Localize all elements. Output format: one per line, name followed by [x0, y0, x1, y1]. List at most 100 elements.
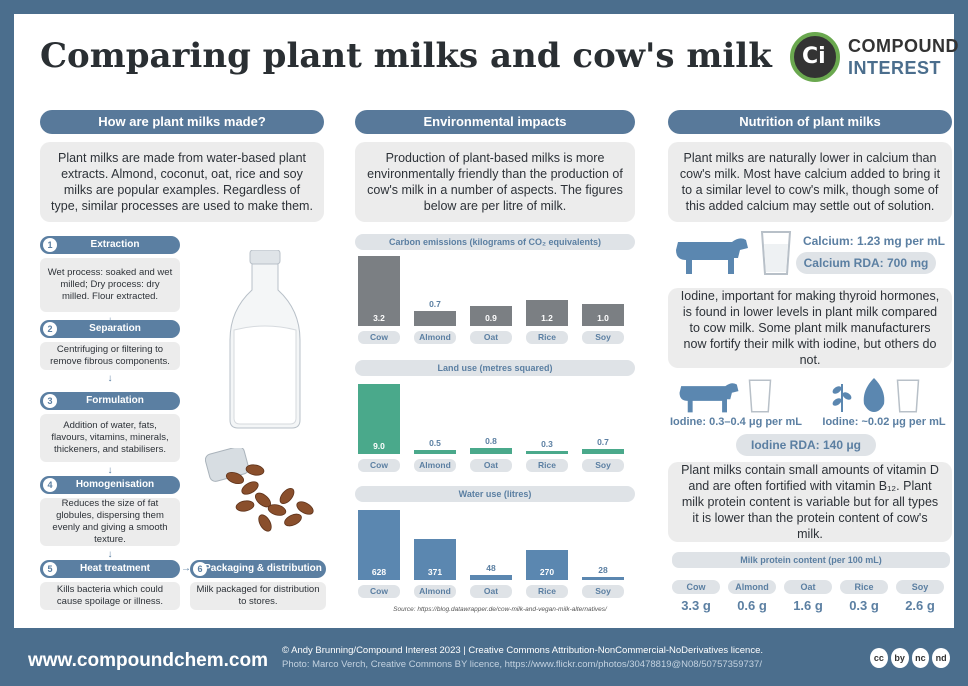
down-arrow-icon: ↓: [107, 373, 113, 384]
chart-1-category-label: Soy: [582, 459, 624, 472]
nc-icon: nc: [911, 648, 930, 668]
chart-2-value-label: 371: [427, 567, 443, 577]
chart-0-value-label: 0.7: [429, 298, 441, 309]
step-4-description: Reduces the size of fat globules, disper…: [40, 498, 180, 546]
ci-logo-icon: Ci: [790, 32, 840, 82]
chart-0-category-label: Cow: [358, 331, 400, 344]
step-number-icon: 6: [193, 562, 207, 576]
calcium-value: Calcium: 1.23 mg per mL: [802, 234, 946, 248]
chart-0-value-label: 3.2: [373, 313, 385, 323]
glass-of-milk-icon-small: [748, 379, 772, 413]
step-1-description: Wet process: soaked and wet milled; Dry …: [40, 258, 180, 312]
chart-0-value-label: 0.9: [485, 313, 497, 323]
protein-name-oat: Oat: [784, 580, 832, 594]
glass-of-plant-milk-icon: [896, 379, 920, 413]
almond-icon: [863, 378, 885, 412]
chart-1-value-label: 0.5: [429, 438, 441, 449]
chart-0-category-label: Soy: [582, 331, 624, 344]
chart-0-category-label: Oat: [470, 331, 512, 344]
calcium-intro-text: Plant milks are naturally lower in calci…: [668, 142, 952, 222]
step-3-header: 3 Formulation: [40, 392, 180, 410]
chart-1-category-label: Oat: [470, 459, 512, 472]
section-heading-nutrition: Nutrition of plant milks: [668, 110, 952, 134]
step-1-header: 1 Extraction: [40, 236, 180, 254]
step-number-icon: 1: [43, 238, 57, 252]
footer-credit-line2: Photo: Marco Verch, Creative Commons BY …: [282, 659, 762, 670]
chart-1-bar-cow: [358, 384, 400, 454]
chart-0-bar-cow: [358, 256, 400, 326]
chart-0-bar-oat: [470, 306, 512, 326]
chart-1-bar-almond: [414, 450, 456, 454]
chart-2-value-label: 48: [486, 562, 496, 573]
glass-of-milk-icon: [760, 231, 792, 275]
chart-1-bar-soy: [582, 448, 624, 454]
chart-0-title: Carbon emissions (kilograms of CO₂ equiv…: [355, 234, 635, 250]
chart-1-category-label: Rice: [526, 459, 568, 472]
chart-2-category-label: Oat: [470, 585, 512, 598]
step-title: Separation: [89, 323, 141, 334]
footer-credit-line1: © Andy Brunning/Compound Interest 2023 |…: [282, 645, 763, 656]
step-5-description: Kills bacteria which could cause spoilag…: [40, 582, 180, 610]
step-number-icon: 4: [43, 478, 57, 492]
step-title: Heat treatment: [79, 563, 151, 574]
cow-icon: [676, 238, 748, 274]
chart-2-title: Water use (litres): [355, 486, 635, 502]
chart-1-value-label: 0.3: [541, 439, 553, 449]
footer-url[interactable]: www.compoundchem.com: [28, 650, 268, 671]
chart-2-value-label: 28: [598, 564, 608, 575]
logo-text-line2: INTEREST: [848, 58, 942, 78]
calcium-rda: Calcium RDA: 700 mg: [796, 252, 936, 274]
iodine-intro-text: Iodine, important for making thyroid hor…: [668, 288, 952, 368]
page-title: Comparing plant milks and cow's milk: [40, 36, 772, 76]
chart-2-bar-cow: [358, 510, 400, 580]
step-title: Extraction: [90, 239, 140, 250]
creative-commons-icons: cc by nc nd: [870, 648, 950, 670]
how-intro-text: Plant milks are made from water-based pl…: [40, 142, 324, 222]
protein-name-almond: Almond: [728, 580, 776, 594]
chart-2-value-label: 628: [371, 567, 387, 577]
nd-icon: nd: [932, 648, 950, 668]
down-arrow-icon: ↓: [107, 549, 113, 560]
logo-mark: Ci: [802, 44, 826, 69]
leaf-icon: [832, 384, 852, 412]
chart-1-title: Land use (metres squared): [355, 360, 635, 376]
step-3-description: Addition of water, fats, flavours, vitam…: [40, 414, 180, 462]
logo-text-line1: COMPOUND: [848, 36, 959, 56]
protein-name-rice: Rice: [840, 580, 888, 594]
chart-2-value-label: 270: [539, 567, 555, 577]
chart-0-bar-rice: [526, 299, 568, 326]
section-heading-how: How are plant milks made?: [40, 110, 324, 134]
chart-0-bar-almond: [414, 310, 456, 326]
protein-name-soy: Soy: [896, 580, 944, 594]
vitamin-intro-text: Plant milks contain small amounts of vit…: [668, 462, 952, 542]
step-6-header: 6 Packaging & distribution: [190, 560, 326, 578]
step-5-header: 5 Heat treatment: [40, 560, 180, 578]
chart-1-bar-oat: [470, 447, 512, 454]
cow-icon-small: [679, 383, 739, 413]
almonds-image: [205, 448, 314, 532]
chart-0-bar-soy: [582, 304, 624, 326]
chart-1-value-label: 0.8: [485, 435, 497, 446]
source-note: Source: https://blog.datawrapper.de/cow-…: [393, 606, 607, 613]
step-title: Packaging & distribution: [204, 563, 322, 574]
chart-2-bar-almond: [414, 538, 456, 580]
chart-1-value-label: 0.7: [597, 436, 609, 447]
section-heading-env: Environmental impacts: [355, 110, 635, 134]
step-number-icon: 2: [43, 322, 57, 336]
step-4-header: 4 Homogenisation: [40, 476, 180, 494]
protein-value-cow: 3.3 g: [681, 598, 711, 613]
compound-interest-logo: Ci COMPOUND INTEREST: [790, 30, 959, 84]
milk-bottle-image: [229, 250, 301, 429]
down-arrow-icon: ↓: [107, 465, 113, 476]
protein-chart-title: Milk protein content (per 100 mL): [672, 552, 950, 568]
chart-2-category-label: Rice: [526, 585, 568, 598]
chart-2-category-label: Soy: [582, 585, 624, 598]
chart-1-category-label: Cow: [358, 459, 400, 472]
step-2-description: Centrifuging or filtering to remove fibr…: [40, 342, 180, 370]
chart-1-value-label: 9.0: [373, 441, 385, 451]
chart-0-category-label: Rice: [526, 331, 568, 344]
iodine-rda: Iodine RDA: 140 μg: [736, 434, 876, 456]
step-number-icon: 3: [43, 394, 57, 408]
footer-credit: © Andy Brunning/Compound Interest 2023 |…: [282, 644, 862, 672]
chart-1-category-label: Almond: [414, 459, 456, 472]
